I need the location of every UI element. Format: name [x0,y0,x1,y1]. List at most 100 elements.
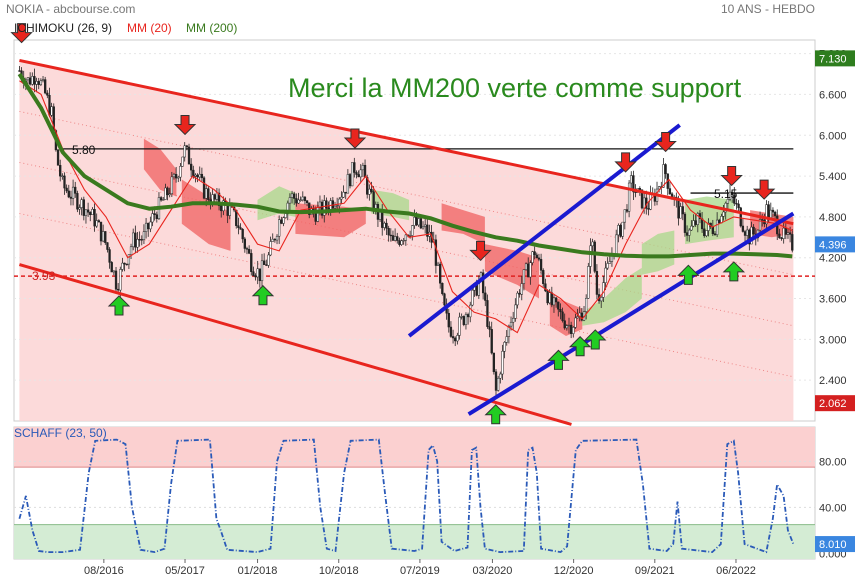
candle-body [415,217,418,226]
candle-body [546,290,549,304]
candle-body [447,312,450,328]
candle-body [658,186,661,190]
candle-body [142,231,146,240]
candle-body [600,297,603,302]
candle-body [694,220,697,225]
candle-body [258,268,262,282]
candle-body [469,304,472,318]
candle-body [713,233,717,235]
candle-body [602,282,605,298]
arrow-down-icon [469,240,492,262]
candle-body [368,188,371,195]
candle-body [466,314,470,318]
candle-body [391,235,395,241]
candle-body [535,254,538,259]
candle-body [299,199,302,201]
candle-body [237,225,240,228]
time-tick-label: 05/2017 [165,565,205,577]
candle-body [748,229,751,245]
candle-body [402,239,405,242]
candle-body [177,176,180,179]
schaff-tick-label: 40.00 [819,502,847,514]
candle-body [117,288,120,291]
candle-body [44,79,47,94]
candle-body [488,326,491,330]
candle-body [239,227,242,230]
candle-body [460,316,463,318]
candle-body [127,254,131,265]
candle-body [181,156,184,167]
arrow-up-icon [677,264,700,285]
time-tick-label: 03/2020 [473,565,513,577]
candle-body [685,232,689,236]
candle-body [200,173,204,179]
candle-body [587,266,590,299]
candle-body [28,77,32,85]
candle-body [507,325,511,337]
candle-body [121,262,124,270]
candle-body [741,225,745,232]
schaff-tick-label: 80.00 [819,456,847,468]
cloud-segment-bull [641,230,675,275]
candle-body [63,175,66,189]
candle-body [170,176,173,194]
candle-body [436,263,440,266]
candle-body [93,209,96,227]
candle-body [503,342,506,352]
candle-body [548,292,551,304]
cloud-segment-bear [181,179,231,251]
candle-body [552,297,556,306]
candle-body [383,222,386,228]
candle-body [544,283,547,292]
level-label-580: 5.80 [72,143,96,157]
candle-body [516,292,519,306]
candle-body [426,224,429,237]
candle-body [108,249,111,263]
candle-body [41,79,45,81]
cloud-segment-bull [582,267,642,326]
candle-body [554,297,558,303]
candle-body [743,231,747,236]
price-axis: 7.2006.6006.0005.4004.8004.2003.6003.000… [815,49,855,412]
candle-body [778,233,781,239]
candle-body [256,268,259,278]
candle-body [303,196,307,201]
candle-body [174,174,178,179]
candle-body [739,207,742,227]
candle-body [338,198,341,206]
candle-body [355,172,358,175]
candle-body [132,232,135,248]
candle-body [314,212,317,222]
candle-body [284,213,287,218]
candle-body [220,205,223,212]
candle-body [621,221,624,237]
candle-body [46,92,49,96]
badge-top-price-bg [815,50,855,67]
candle-body [254,275,257,278]
candle-body [344,191,347,194]
candle-body [241,229,244,240]
candle-body [585,298,588,312]
candle-body [683,213,687,233]
candle-body [696,213,699,225]
candle-body [69,196,73,199]
candle-body [183,145,186,158]
candle-body [159,197,163,201]
candle-body [192,169,195,177]
candle-body [623,209,626,223]
time-tick-label: 09/2021 [635,565,675,577]
candle-body [381,210,384,228]
candle-body [76,193,79,210]
arrow-down-icon [343,128,367,149]
candle-body [114,270,118,290]
indicator-label-ichimoku: ICHIMOKU (26, 9) [14,21,112,35]
candle-body [318,201,322,208]
candle-body [335,205,339,207]
candle-body [119,269,122,291]
price-tick-label: 6.000 [819,130,847,142]
candle-body [247,249,251,254]
arrow-down-icon [654,131,677,153]
candle-body [681,206,684,215]
